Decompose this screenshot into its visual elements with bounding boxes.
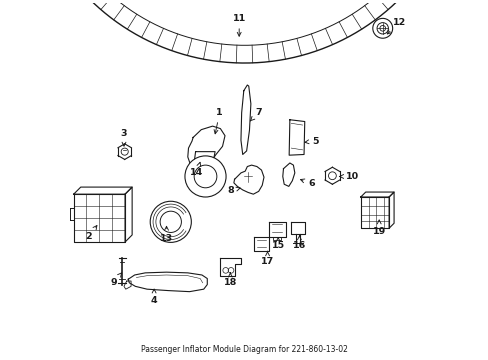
Polygon shape (128, 272, 207, 292)
Polygon shape (197, 165, 210, 172)
Text: 18: 18 (223, 273, 237, 287)
Polygon shape (288, 120, 304, 155)
Polygon shape (193, 152, 215, 165)
Polygon shape (187, 126, 224, 168)
Text: 11: 11 (232, 14, 245, 36)
Polygon shape (125, 187, 132, 242)
Text: 9: 9 (110, 273, 122, 287)
Polygon shape (360, 197, 388, 228)
Text: 5: 5 (305, 136, 318, 145)
Text: 3: 3 (121, 130, 127, 146)
Text: 10: 10 (339, 172, 358, 181)
Polygon shape (388, 192, 393, 228)
Polygon shape (74, 194, 125, 242)
Text: 7: 7 (250, 108, 261, 121)
Circle shape (194, 165, 216, 188)
Text: 13: 13 (160, 226, 173, 243)
Polygon shape (241, 85, 250, 154)
Polygon shape (360, 192, 393, 197)
Text: 14: 14 (190, 162, 203, 177)
Text: 4: 4 (150, 289, 157, 305)
Circle shape (372, 18, 392, 38)
Polygon shape (282, 163, 294, 186)
Text: 1: 1 (214, 108, 223, 134)
Text: Passenger Inflator Module Diagram for 221-860-13-02: Passenger Inflator Module Diagram for 22… (141, 345, 347, 354)
Polygon shape (254, 237, 268, 251)
Text: 19: 19 (372, 220, 385, 236)
Polygon shape (74, 187, 132, 194)
Polygon shape (233, 165, 264, 194)
Circle shape (150, 201, 191, 242)
Circle shape (160, 211, 181, 233)
Circle shape (184, 156, 225, 197)
Polygon shape (268, 222, 285, 237)
Polygon shape (220, 258, 241, 276)
Text: 17: 17 (261, 251, 274, 266)
Text: 16: 16 (292, 235, 305, 250)
Text: 15: 15 (271, 238, 284, 250)
Text: 8: 8 (226, 186, 240, 195)
Text: 6: 6 (300, 179, 314, 188)
Text: 2: 2 (85, 226, 97, 241)
Polygon shape (291, 222, 304, 234)
Text: 12: 12 (386, 18, 406, 34)
